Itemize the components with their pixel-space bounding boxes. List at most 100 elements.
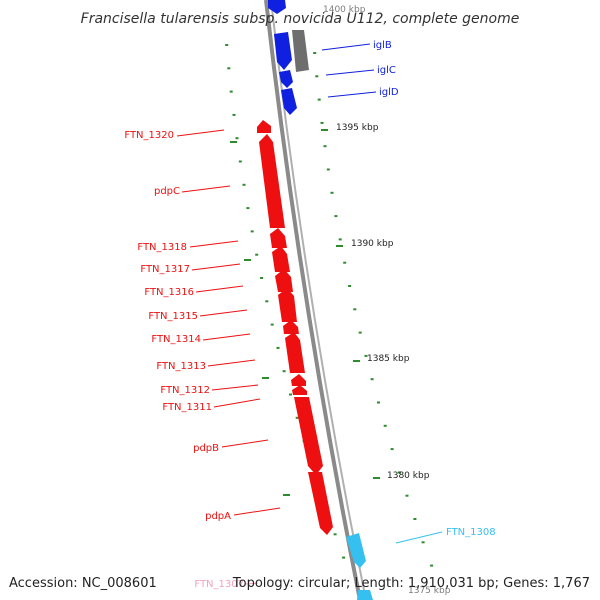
gene-FTN_1314-arrow xyxy=(283,320,299,334)
tick-mark xyxy=(313,52,317,54)
iglC-connector xyxy=(325,69,375,76)
tick-mark xyxy=(295,416,299,419)
gene-FTN_1316-arrow xyxy=(275,269,293,292)
gene-FTN_1317-arrow xyxy=(272,246,290,272)
tick-mark xyxy=(289,393,292,396)
gene-labels: iglB iglC iglD FTN_1320 pdpC FTN_1318 FT… xyxy=(124,40,495,590)
tick-mark xyxy=(413,518,417,520)
scale-labels: 1400 kbp 1395 kbp 1390 kbp 1385 kbp 1380… xyxy=(323,5,451,596)
genome-backbone xyxy=(264,0,367,600)
tick-mark xyxy=(270,323,274,326)
FTN_1307-connector xyxy=(245,582,259,585)
tick-mark xyxy=(353,360,360,362)
tick-mark xyxy=(246,207,250,210)
FTN_1318-connector xyxy=(189,240,239,248)
pdpA-connector xyxy=(233,507,281,516)
tick-mark xyxy=(282,370,286,373)
tick-mark xyxy=(390,448,394,451)
gene-pdpC-arrow xyxy=(259,134,285,228)
tick-mark xyxy=(397,471,401,474)
label-connectors xyxy=(176,43,443,585)
tick-mark xyxy=(225,44,229,46)
gene-label-FTN_1308: FTN_1308 xyxy=(446,527,496,538)
tick-mark xyxy=(330,191,334,194)
scale-label-1375: 1375 kbp xyxy=(408,586,451,596)
topology-text: Topology: circular; Length: 1,910,031 bp… xyxy=(232,576,590,591)
tick-marks xyxy=(225,44,434,567)
tick-mark xyxy=(323,145,327,148)
gene-pdpB-arrow xyxy=(294,397,323,475)
tick-mark xyxy=(315,75,319,78)
gene-label-FTN_1307: FTN_1307 xyxy=(194,579,244,590)
tick-mark xyxy=(364,354,368,357)
tick-mark xyxy=(260,277,264,279)
gene-label-FTN_1313: FTN_1313 xyxy=(156,361,206,372)
gene-label-FTN_1318: FTN_1318 xyxy=(137,242,187,253)
tick-mark xyxy=(238,160,242,163)
gene-iglB-arrow xyxy=(274,32,292,70)
igl-genes[interactable] xyxy=(268,0,309,115)
gene-FTN_1313-arrow xyxy=(285,332,305,373)
tick-mark xyxy=(358,331,362,334)
tick-mark xyxy=(334,215,338,218)
gene-FTN_1307-arrow xyxy=(357,590,373,600)
tick-mark xyxy=(317,98,321,101)
tick-mark xyxy=(342,556,346,559)
tick-mark xyxy=(377,401,380,404)
FTN_1314-connector xyxy=(202,333,251,341)
gene-iglD-arrow xyxy=(281,88,297,115)
tick-mark xyxy=(338,238,342,241)
gene-iglC-arrow xyxy=(279,70,293,88)
gene-label-iglD: iglD xyxy=(379,87,399,98)
gene-label-FTN_1312: FTN_1312 xyxy=(160,385,210,396)
scale-label-1390: 1390 kbp xyxy=(351,239,394,249)
gene-label-FTN_1315: FTN_1315 xyxy=(148,311,198,322)
FTN_1315-connector xyxy=(199,309,248,317)
gene-iglA-arrow xyxy=(268,0,286,14)
gene-label-FTN_1320: FTN_1320 xyxy=(124,130,174,141)
gene-FTN_1315-arrow xyxy=(278,288,297,322)
tick-mark xyxy=(321,129,328,131)
pdp-genes[interactable] xyxy=(257,120,333,535)
scale-label-1395: 1395 kbp xyxy=(336,123,379,133)
tick-mark xyxy=(230,141,237,143)
tick-mark xyxy=(348,285,352,287)
tick-mark xyxy=(255,253,259,256)
tick-mark xyxy=(336,245,343,247)
tick-mark xyxy=(373,477,380,479)
iglD-connector xyxy=(327,91,377,98)
tick-mark xyxy=(405,494,409,497)
tick-mark xyxy=(276,346,280,349)
gene-FTN_1318-arrow xyxy=(270,228,287,248)
tick-mark xyxy=(232,113,236,116)
tick-mark xyxy=(235,137,239,140)
tick-mark xyxy=(333,533,337,536)
pdpB-connector xyxy=(221,439,269,448)
FTN_1312-connector xyxy=(211,384,259,391)
tick-mark xyxy=(430,564,434,567)
gene-label-FTN_1317: FTN_1317 xyxy=(140,264,190,275)
tick-mark xyxy=(229,90,233,93)
gene-label-iglB: iglB xyxy=(373,40,392,51)
FTN_1317-connector xyxy=(191,263,241,271)
tick-mark xyxy=(242,183,246,186)
FTN_1308-connector xyxy=(395,531,443,544)
tick-mark xyxy=(283,494,290,496)
gene-FTN_1312-arrow xyxy=(291,374,306,386)
accession-text: Accession: NC_008601 xyxy=(9,576,157,591)
tick-mark xyxy=(227,67,231,70)
tick-mark xyxy=(320,121,324,124)
tick-mark xyxy=(326,168,330,171)
tick-mark xyxy=(370,378,374,381)
FTN_1320-connector xyxy=(176,129,225,137)
cyan-genes[interactable] xyxy=(346,533,373,600)
FTN_1313-connector xyxy=(207,359,256,367)
scale-label-1385: 1385 kbp xyxy=(367,354,410,364)
gene-label-FTN_1314: FTN_1314 xyxy=(151,334,201,345)
gene-FTN_1320-arrow xyxy=(257,120,271,133)
scale-label-1380: 1380 kbp xyxy=(387,471,430,481)
gene-label-pdpB: pdpB xyxy=(193,443,219,454)
diagram-title: Francisella tularensis subsp. novicida U… xyxy=(81,11,520,27)
tick-mark xyxy=(383,424,387,427)
